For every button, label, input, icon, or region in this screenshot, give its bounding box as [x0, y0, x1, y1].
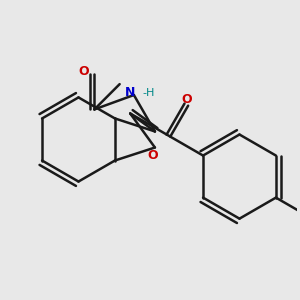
Text: N: N: [124, 86, 135, 99]
Text: -H: -H: [142, 88, 155, 98]
Text: O: O: [79, 65, 89, 78]
Text: O: O: [148, 148, 158, 162]
Text: O: O: [181, 93, 192, 106]
